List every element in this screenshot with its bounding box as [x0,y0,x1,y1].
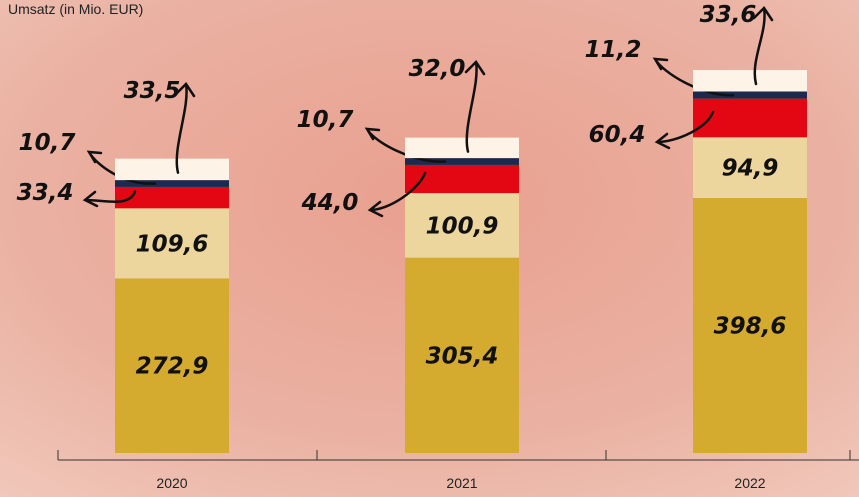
data-label: 11,2 [585,37,642,63]
data-label: 33,6 [700,2,757,28]
data-label: 32,0 [409,56,466,82]
data-label: 109,6 [136,231,209,257]
data-label: 10,7 [19,130,76,156]
data-label: 94,9 [722,156,779,182]
chart: Umsatz (in Mio. EUR) 2020 272,9 109,6 33,4 1… [0,0,859,497]
data-label: 10,7 [297,107,354,133]
data-label: 398,6 [714,314,787,340]
data-label: 100,9 [426,213,499,239]
bar-segment [115,159,229,180]
bar-segment [405,138,519,158]
data-label: 33,4 [17,180,74,206]
chart-title: Umsatz (in Mio. EUR) [8,1,143,17]
data-label: 305,4 [426,343,499,369]
data-label: 60,4 [589,122,646,148]
data-label: 33,5 [124,78,181,104]
x-tick-label: 2022 [734,475,765,491]
bar-segment [693,70,807,91]
x-tick-label: 2020 [156,475,187,491]
data-label: 44,0 [301,190,359,216]
x-tick-label: 2021 [446,475,477,491]
data-label: 272,9 [136,354,209,380]
